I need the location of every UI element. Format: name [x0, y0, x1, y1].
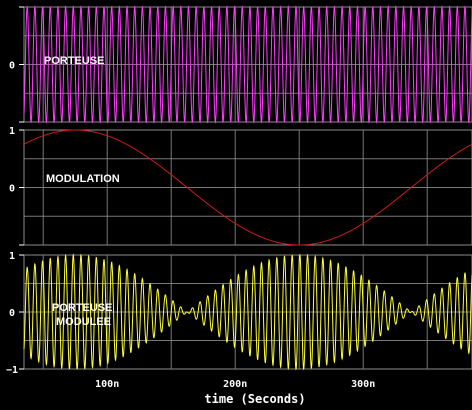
- series-label-modulation: MODULATION: [46, 173, 120, 185]
- series-label-porteuse: PORTEUSE: [44, 55, 105, 67]
- series-line-modulation: [23, 129, 472, 246]
- panel-modulation: [23, 129, 472, 246]
- series-label-modulee-line1: PORTEUSE: [52, 302, 113, 314]
- x-tick-label: 300n: [351, 379, 375, 390]
- x-tick-label: 100n: [95, 379, 119, 390]
- series-line-porteuse: [23, 5, 472, 124]
- series-label-modulee-line2: MODULEE: [56, 316, 111, 328]
- y-tick-label: −1: [6, 365, 18, 376]
- x-tick-labels: 100n 200n 300n: [95, 379, 375, 390]
- x-axis-label: time (Seconds): [204, 392, 305, 406]
- y-tick-label: 0: [9, 61, 15, 72]
- y-tick-label: 1: [9, 251, 15, 262]
- x-tick-label: 200n: [223, 379, 247, 390]
- y-tick-labels: 0 1 0 1 0 −1: [6, 6, 24, 376]
- series-line-porteuse-modulee: [23, 253, 472, 371]
- panel-porteuse: [23, 5, 472, 124]
- y-tick-label: 1: [9, 126, 15, 137]
- y-tick-label: 0: [9, 184, 15, 195]
- y-tick-label: 0: [9, 308, 15, 319]
